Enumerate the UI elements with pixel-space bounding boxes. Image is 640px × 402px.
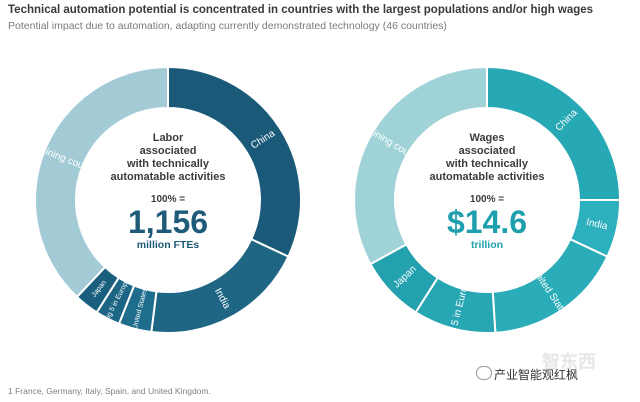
watermark-text: 产业智能观红枫 bbox=[494, 368, 579, 382]
wages-center-line-4: automatable activities bbox=[429, 171, 545, 183]
wages-total-label: 100% = bbox=[469, 194, 505, 205]
chart-subtitle: Potential impact due to automation, adap… bbox=[8, 20, 447, 32]
footnote: 1 France, Germany, Italy, Spain, and Uni… bbox=[8, 386, 211, 396]
labor-total-unit: million FTEs bbox=[136, 239, 200, 251]
labor-total-value: 1,156 bbox=[127, 204, 209, 240]
labor-total-label: 100% = bbox=[150, 194, 186, 205]
watermark-faint: 智东西 bbox=[542, 352, 596, 372]
wages-center-label: Wages associated with technically automa… bbox=[417, 132, 557, 251]
wages-center-line-2: associated bbox=[458, 145, 516, 157]
labor-center-line-4: automatable activities bbox=[110, 171, 226, 183]
wages-slice-remaining-countries bbox=[353, 65, 488, 266]
wechat-icon bbox=[476, 366, 492, 380]
labor-slice-remaining-countries bbox=[34, 65, 169, 299]
wages-slice-label-india: India bbox=[585, 217, 609, 233]
wages-center-line-1: Wages bbox=[469, 132, 505, 144]
chart-title: Technical automation potential is concen… bbox=[8, 4, 594, 16]
labor-center-line-3: with technically bbox=[127, 158, 209, 170]
labor-center-label: Labor associated with technically automa… bbox=[98, 132, 238, 251]
labor-center-line-1: Labor bbox=[152, 132, 184, 144]
wages-center-line-3: with technically bbox=[446, 158, 528, 170]
labor-center-line-2: associated bbox=[139, 145, 197, 157]
wages-total-unit: trillion bbox=[470, 239, 504, 251]
wages-total-value: $14.6 bbox=[446, 204, 528, 240]
